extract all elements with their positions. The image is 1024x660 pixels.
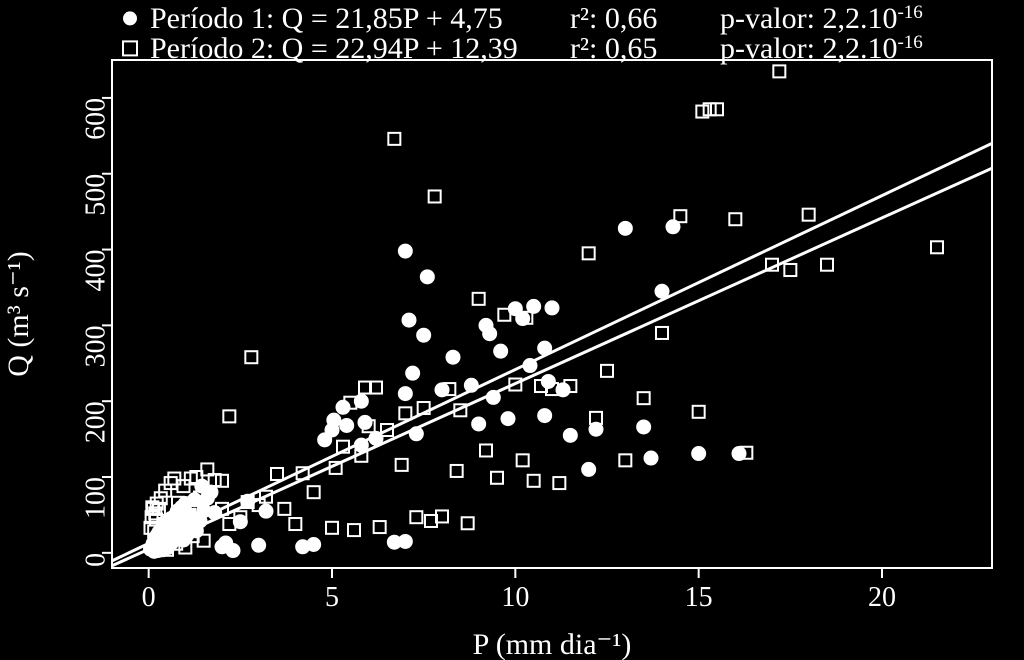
data-point <box>398 387 412 401</box>
data-point <box>307 537 321 551</box>
data-point <box>406 366 420 380</box>
y-tick-label: 100 <box>80 477 111 519</box>
data-point <box>655 284 669 298</box>
x-tick-label: 15 <box>685 582 713 613</box>
data-point <box>252 538 266 552</box>
y-tick-label: 200 <box>80 401 111 443</box>
y-tick-label: 300 <box>80 325 111 367</box>
legend-text: r²: 0,66 <box>570 2 657 35</box>
data-point <box>472 417 486 431</box>
data-point <box>523 359 537 373</box>
legend-text: Período 1: Q = 21,85P + 4,75 <box>150 2 503 35</box>
data-point <box>420 270 434 284</box>
data-point <box>644 451 658 465</box>
data-point <box>545 301 559 315</box>
data-point <box>464 378 478 392</box>
data-point <box>446 350 460 364</box>
data-point <box>538 341 552 355</box>
data-point <box>618 221 632 235</box>
data-point <box>398 244 412 258</box>
data-point <box>417 328 431 342</box>
y-tick-label: 0 <box>80 553 111 567</box>
x-tick-label: 20 <box>868 582 896 613</box>
y-tick-label: 500 <box>80 174 111 216</box>
legend-text: p-valor: 2,2.10-16 <box>720 32 923 66</box>
y-axis-label: Q (m³ s⁻¹) <box>2 251 35 376</box>
data-point <box>538 409 552 423</box>
data-point <box>483 327 497 341</box>
data-point <box>226 544 240 558</box>
legend-text: p-valor: 2,2.10-16 <box>720 2 923 36</box>
data-point <box>582 462 596 476</box>
data-point <box>494 344 508 358</box>
y-tick-label: 400 <box>80 250 111 292</box>
scatter-chart: 051015200100200300400500600P (mm dia⁻¹)Q… <box>0 0 1024 660</box>
data-point <box>409 427 423 441</box>
chart-background <box>0 0 1024 660</box>
legend-text: r²: 0,65 <box>570 32 657 65</box>
data-point <box>563 428 577 442</box>
data-point <box>637 420 651 434</box>
legend-marker-circle <box>123 11 137 25</box>
data-point <box>398 534 412 548</box>
y-tick-label: 600 <box>80 98 111 140</box>
x-tick-label: 10 <box>501 582 529 613</box>
data-point <box>340 418 354 432</box>
x-tick-label: 0 <box>142 582 156 613</box>
data-point <box>327 413 341 427</box>
data-point <box>208 506 222 520</box>
x-axis-label: P (mm dia⁻¹) <box>473 628 632 660</box>
data-point <box>358 415 372 429</box>
legend-text: Período 2: Q = 22,94P + 12,39 <box>150 32 518 65</box>
data-point <box>336 400 350 414</box>
data-point <box>402 313 416 327</box>
x-tick-label: 5 <box>325 582 339 613</box>
data-point <box>486 390 500 404</box>
data-point <box>501 412 515 426</box>
data-point <box>541 374 555 388</box>
data-point <box>692 447 706 461</box>
